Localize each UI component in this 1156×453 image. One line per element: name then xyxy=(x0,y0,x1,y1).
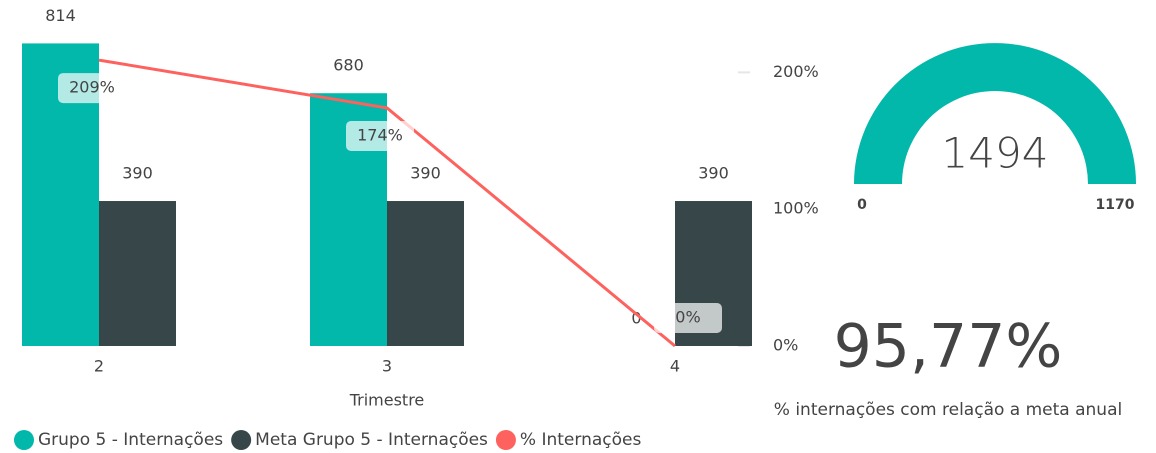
label-box xyxy=(346,120,414,151)
x-tick-label: 4 xyxy=(670,357,680,376)
legend-label: % Internações xyxy=(520,430,642,450)
legend-marker xyxy=(14,430,34,450)
data-label: 814 xyxy=(45,6,76,25)
line-data-label: 174% xyxy=(357,125,403,144)
gauge-fill xyxy=(854,43,1136,184)
legend-label: Grupo 5 - Internações xyxy=(38,430,223,450)
label-box xyxy=(58,73,126,104)
gauge-max: 1170 xyxy=(1096,197,1135,213)
legend-label: Meta Grupo 5 - Internações xyxy=(255,430,488,450)
bar xyxy=(99,201,176,346)
label-box xyxy=(654,303,722,333)
y2-tick-label: 0% xyxy=(773,336,798,355)
data-label: 390 xyxy=(698,164,729,183)
bar xyxy=(387,201,464,346)
y2-tick-label: 200% xyxy=(773,62,819,81)
legend-marker xyxy=(231,430,252,450)
legend-marker xyxy=(495,430,516,450)
data-label: 390 xyxy=(410,164,441,183)
line xyxy=(98,58,676,348)
data-label: 0 xyxy=(631,309,641,328)
x-tick-label: 3 xyxy=(382,357,392,376)
kpi-label: % internações com relação a meta anual xyxy=(774,400,1122,420)
x-axis-label: Trimestre xyxy=(349,391,425,410)
line-data-label: 0% xyxy=(675,308,700,327)
line-data-label: 209% xyxy=(69,78,115,97)
kpi-value: 95,77% xyxy=(834,312,1063,382)
data-label: 680 xyxy=(333,56,364,75)
y2-tick-label: 100% xyxy=(773,199,819,218)
gauge-value: 1494 xyxy=(942,129,1049,178)
data-label: 390 xyxy=(122,164,153,183)
gauge-min: 0 xyxy=(857,197,867,213)
x-tick-label: 2 xyxy=(94,357,104,376)
